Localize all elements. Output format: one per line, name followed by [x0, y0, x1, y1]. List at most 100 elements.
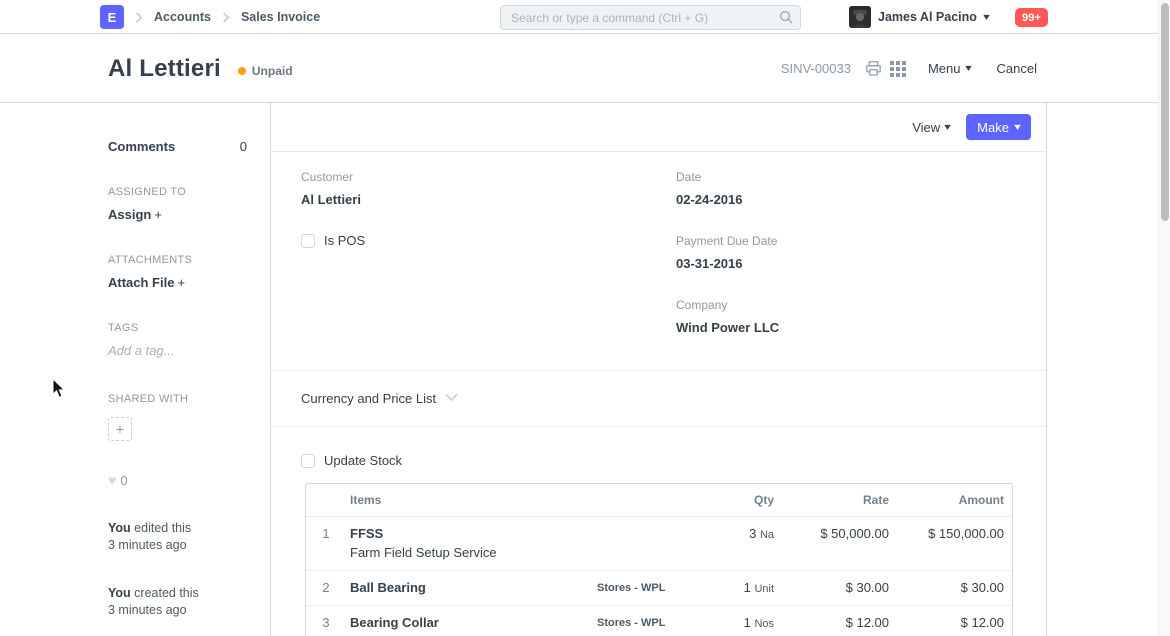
qty-value: 1	[743, 615, 751, 630]
row-index: 1	[322, 526, 330, 541]
chevron-down-icon: ▾	[1014, 121, 1021, 133]
mouse-cursor	[52, 377, 67, 404]
share-add-button[interactable]: +	[108, 417, 132, 441]
activity-action: created this	[130, 586, 199, 600]
activity-entry: You created this 3 minutes ago	[108, 585, 199, 619]
qty-cell: 1 Unit	[694, 580, 784, 595]
chevron-down-icon: ▾	[944, 121, 951, 133]
chevron-right-icon	[135, 11, 143, 23]
make-label: Make	[977, 119, 1009, 135]
update-stock-field[interactable]: Update Stock	[301, 453, 402, 468]
plus-icon: +	[115, 421, 125, 437]
customer-value[interactable]: Al Lettieri	[301, 192, 361, 207]
plus-icon: +	[177, 275, 186, 290]
rate-cell: $ 12.00	[845, 615, 889, 630]
app-logo[interactable]: E	[100, 5, 124, 29]
comments-link[interactable]: Comments 0	[108, 139, 247, 154]
form-toolbar: View ▾ Make ▾	[271, 103, 1046, 152]
item-description: Farm Field Setup Service	[350, 545, 497, 560]
breadcrumb-sales-invoice[interactable]: Sales Invoice	[240, 10, 321, 24]
activity-who: You	[108, 521, 131, 535]
table-row[interactable]: 3 Bearing Collar Stores - WPL 1 Nos $ 12…	[306, 605, 1012, 636]
date-label: Date	[676, 170, 702, 184]
status-badge: Unpaid	[237, 64, 293, 78]
amount-cell: $ 150,000.00	[928, 526, 1004, 541]
shared-with-label: SHARED WITH	[108, 393, 189, 405]
qty-cell: 3 Na	[694, 526, 784, 541]
item-name: Bearing Collar	[350, 615, 439, 630]
global-search	[500, 5, 801, 30]
col-rate: Rate	[862, 493, 889, 507]
title-area: Al Lettieri Unpaid	[108, 34, 293, 103]
comments-label: Comments	[108, 139, 176, 154]
avatar	[849, 6, 871, 28]
grid-view-button[interactable]	[889, 60, 906, 77]
table-row[interactable]: 1 FFSS Farm Field Setup Service 3 Na $ 5…	[306, 516, 1012, 570]
items-table: Items Qty Rate Amount 1 FFSS Farm Field …	[305, 483, 1013, 636]
chevron-right-icon	[222, 11, 230, 23]
comments-count: 0	[239, 139, 247, 154]
is-pos-label: Is POS	[324, 233, 366, 248]
warehouse-cell: Stores - WPL	[597, 617, 666, 629]
head-actions: SINV-00033 Menu ▾ Cancel	[781, 34, 1037, 103]
due-date-label: Payment Due Date	[676, 234, 778, 248]
menu-label: Menu	[927, 61, 961, 76]
scrollbar-thumb[interactable]	[1161, 3, 1169, 221]
uom-value: Unit	[754, 583, 774, 595]
currency-section-toggle[interactable]: Currency and Price List	[271, 370, 1046, 427]
user-menu[interactable]: James Al Pacino ▾	[849, 0, 990, 34]
navbar: E Accounts Sales Invoice James Al Pacino…	[0, 0, 1170, 34]
update-stock-label: Update Stock	[324, 453, 403, 468]
activity-when: 3 minutes ago	[108, 603, 187, 617]
warehouse-cell	[587, 526, 694, 528]
col-amount: Amount	[958, 493, 1004, 507]
make-button[interactable]: Make ▾	[966, 114, 1031, 140]
cancel-button[interactable]: Cancel	[996, 61, 1037, 76]
assign-label: Assign	[108, 207, 152, 222]
company-label: Company	[676, 298, 728, 312]
menu-button[interactable]: Menu ▾	[928, 61, 971, 76]
activity-action: edited this	[130, 521, 192, 535]
breadcrumb-accounts[interactable]: Accounts	[154, 10, 211, 24]
item-name: FFSS	[350, 526, 384, 541]
customer-label: Customer	[301, 170, 354, 184]
table-row[interactable]: 2 Ball Bearing Stores - WPL 1 Unit $ 30.…	[306, 570, 1012, 605]
date-value[interactable]: 02-24-2016	[676, 192, 743, 207]
uom-value: Nos	[754, 618, 774, 630]
qty-value: 3	[749, 526, 757, 541]
warehouse-cell: Stores - WPL	[597, 582, 666, 594]
attach-file-button[interactable]: Attach File +	[108, 275, 185, 290]
col-items: Items	[350, 493, 382, 507]
assign-button[interactable]: Assign +	[108, 207, 162, 222]
due-date-value[interactable]: 03-31-2016	[676, 256, 743, 271]
company-value[interactable]: Wind Power LLC	[676, 320, 780, 335]
amount-cell: $ 12.00	[960, 615, 1004, 630]
item-cell: FFSS Farm Field Setup Service	[346, 526, 587, 560]
qty-value: 1	[743, 580, 751, 595]
attachments-label: ATTACHMENTS	[108, 254, 193, 266]
amount-cell: $ 30.00	[960, 580, 1004, 595]
form-body: View ▾ Make ▾ Customer Al Lettieri Is POS …	[270, 103, 1047, 636]
breadcrumb: E Accounts Sales Invoice	[100, 0, 320, 34]
like-button[interactable]: ♥ 0	[108, 472, 128, 488]
view-label: View	[912, 119, 941, 135]
print-button[interactable]	[866, 61, 881, 76]
notifications-badge[interactable]: 99+	[1015, 8, 1048, 27]
item-cell: Bearing Collar	[346, 615, 587, 630]
section-divider	[271, 370, 1046, 371]
assigned-to-label: ASSIGNED TO	[108, 186, 187, 198]
like-count: 0	[120, 472, 128, 488]
is-pos-checkbox[interactable]	[301, 233, 315, 248]
item-name: Ball Bearing	[350, 580, 426, 595]
row-index: 2	[322, 580, 330, 595]
items-table-header: Items Qty Rate Amount	[306, 484, 1012, 516]
view-button[interactable]: View ▾	[912, 119, 951, 135]
vertical-scrollbar[interactable]	[1158, 0, 1170, 636]
add-tag-input[interactable]: Add a tag...	[108, 343, 175, 358]
qty-cell: 1 Nos	[694, 615, 784, 630]
search-input[interactable]	[500, 5, 801, 30]
is-pos-field[interactable]: Is POS	[301, 233, 365, 248]
update-stock-checkbox[interactable]	[301, 453, 315, 468]
page-title: Al Lettieri	[108, 54, 221, 82]
doc-id: SINV-00033	[780, 61, 851, 76]
